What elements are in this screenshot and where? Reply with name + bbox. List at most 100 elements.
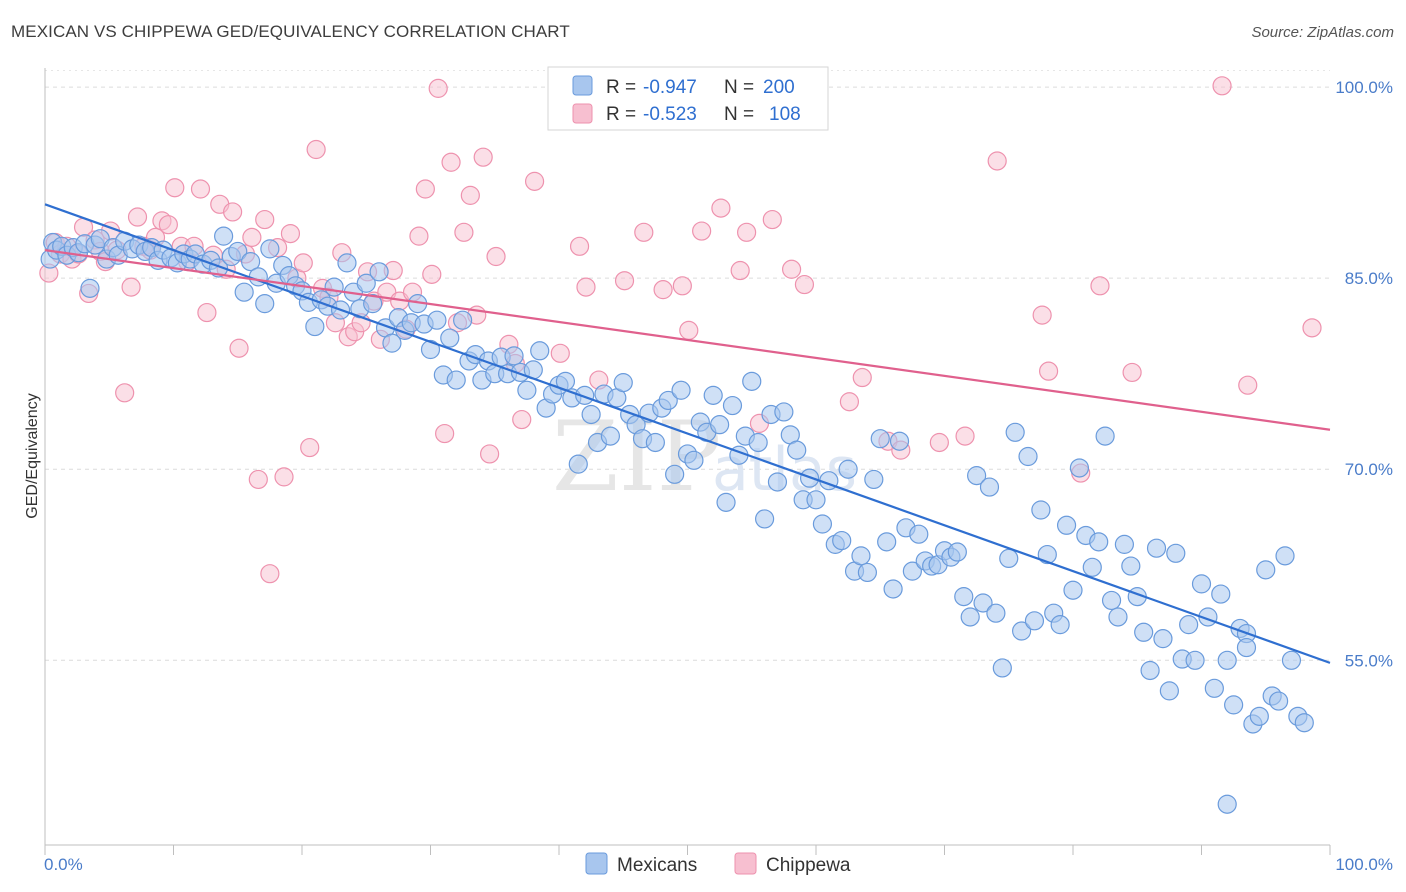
chippewa-point [115,383,135,403]
mexicans-point [902,561,922,581]
mexicans-point [716,492,736,512]
legend-r-value-1: -0.947 [643,77,697,98]
mexicans-point [420,339,441,360]
mexicans-point [1018,446,1038,467]
mexicans-point [851,546,871,566]
mexicans-point [1101,590,1122,611]
chippewa-point [242,227,262,248]
mexicans-point [1134,622,1154,642]
chippewa-point [223,202,243,222]
chippewa-point [614,271,635,291]
mexicans-point [806,490,826,510]
y-tick-label: 70.0% [1345,460,1393,479]
mexicans-point [960,607,980,627]
mexicans-point [568,454,588,474]
legend-r-value-2: -0.523 [643,104,697,125]
mexicans-point [954,587,974,607]
chippewa-point [409,226,429,246]
y-axis-title: GED/Equivalency [24,393,41,518]
mexicans-point [857,562,878,583]
chippewa-point [569,236,590,256]
chippewa-point [473,147,493,167]
chippewa-point [1122,362,1142,383]
mexicans-point [999,548,1019,569]
mexicans-point [255,294,275,314]
chippewa-point [280,223,301,244]
mexicans-point [645,432,665,453]
mexicans-point [1217,650,1237,670]
source-credit: Source: ZipAtlas.com [1251,24,1394,41]
mexicans-point [305,316,325,337]
mexicans-point [1089,532,1109,552]
mexicans-point [241,252,261,272]
mexicans-point [234,282,254,302]
chippewa-point [441,152,461,172]
mexicans-point [1056,515,1077,535]
mexicans-point [1108,607,1128,627]
chippewa-point [480,444,500,464]
chippewa-point [852,367,872,388]
chippewa-point [158,215,178,235]
chippewa-point [955,426,975,446]
y-tick-label: 100.0% [1335,78,1393,97]
mexicans-point [530,341,550,361]
chippewa-point [454,222,474,242]
mexicans-point [1249,706,1269,726]
mexicans-point [446,370,466,390]
chippewa-point [415,179,435,199]
mexicans-point [1224,695,1244,715]
mexicans-point [703,385,723,405]
chippewa-trend-line [44,249,1331,431]
series-legend: Mexicans Chippewa [585,852,851,876]
series-label-mexicans: Mexicans [617,855,697,876]
mexicans-point [992,658,1012,678]
legend-r-label-2: R = [606,104,636,125]
mexicans-point [742,371,762,391]
mexicans-point [600,426,621,446]
mexicans-point [517,380,537,400]
watermark-atlas: atlas [712,435,857,505]
mexicans-point [1256,560,1276,580]
mexicans-point [324,277,344,297]
chippewa-point [274,467,294,487]
mexicans-point [986,603,1006,623]
series-swatch-mexicans [585,852,608,875]
mexicans-point [877,532,897,552]
mexicans-point [812,514,833,534]
stats-legend-box [547,66,829,131]
mexicans-point [883,579,903,599]
mexicans-point [1236,637,1257,658]
mexicans-point [864,469,884,490]
chippewa-point [197,302,217,323]
chippewa-point [781,259,802,279]
chippewa-point [737,222,757,242]
chippewa-point [255,209,275,230]
mexicans-point [1179,615,1199,635]
legend-swatch-chippewa [572,103,593,124]
mexicans-point [369,262,389,282]
x-tick-label-max: 100.0% [1335,855,1393,874]
series-label-chippewa: Chippewa [766,855,851,876]
chippewa-point [711,198,731,218]
chippewa-point [634,222,654,242]
mexicans-point [658,390,678,411]
y-tick-labels: 55.0% 70.0% 85.0% 100.0% [1335,78,1393,670]
chippewa-point [1038,361,1059,381]
mexicans-point [363,294,383,314]
chart-title: MEXICAN VS CHIPPEWA GED/EQUIVALENCY CORR… [11,22,570,41]
chippewa-point [1090,276,1110,296]
mexicans-point [1275,546,1295,566]
mexicans-point [1191,574,1212,594]
x-tick-label-min: 0.0% [44,855,83,874]
mexicans-point [1268,691,1289,711]
mexicans-point [767,472,788,492]
mexicans-point [889,431,910,451]
legend-n-label-2: N = [724,104,754,125]
mexicans-point [1011,621,1032,641]
chippewa-point [679,320,699,340]
legend-n-value-2: 108 [769,104,801,125]
mexicans-point [838,459,858,479]
mexicans-point [504,346,524,366]
mexicans-point [909,524,929,544]
